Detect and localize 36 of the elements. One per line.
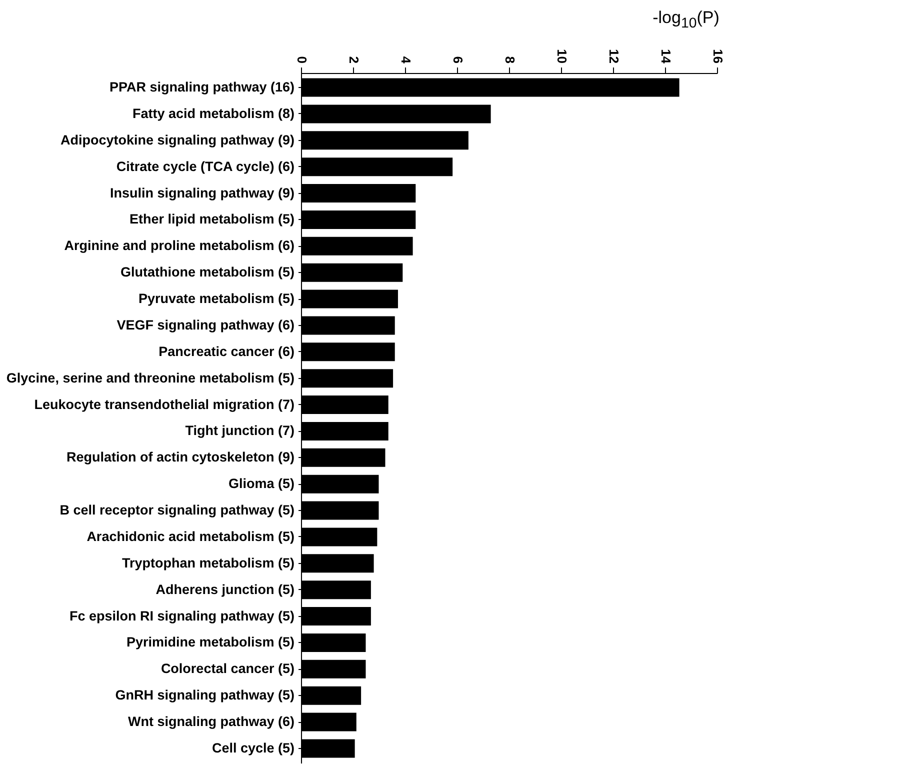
y-tick-label: Arginine and proline metabolism (6) — [64, 238, 294, 254]
y-tick-label: Adipocytokine signaling pathway (9) — [60, 132, 294, 148]
x-tick-label: 16 — [710, 49, 726, 64]
x-tick-label: 4 — [398, 56, 414, 64]
y-tick-label: Glycine, serine and threonine metabolism (5) — [6, 370, 294, 386]
x-tick-label: 0 — [294, 56, 310, 64]
y-tick-label: Glioma (5) — [228, 476, 294, 492]
y-tick-label: Regulation of actin cytoskeleton (9) — [66, 450, 294, 465]
y-tick-label: Insulin signaling pathway (9) — [110, 185, 294, 200]
y-tick-label: Pancreatic cancer (6) — [158, 344, 294, 359]
y-tick-label: GnRH signaling pathway (5) — [115, 688, 294, 703]
x-tick-label: 12 — [606, 49, 622, 64]
y-tick-label: Citrate cycle (TCA cycle) (6) — [116, 158, 294, 174]
y-tick-label: Pyrimidine metabolism (5) — [126, 634, 294, 650]
y-tick-label: Arachidonic acid metabolism (5) — [86, 528, 294, 544]
x-tick-label: 10 — [554, 49, 570, 64]
y-tick-label: Fc epsilon RI signaling pathway (5) — [69, 608, 294, 624]
y-tick-label: B cell receptor signaling pathway (5) — [60, 502, 294, 518]
x-tick-label: 8 — [502, 56, 518, 64]
y-tick-label: Pyruvate metabolism (5) — [138, 291, 294, 306]
y-tick-label: Colorectal cancer (5) — [160, 661, 294, 676]
x-tick-label: 14 — [658, 49, 674, 64]
x-tick-label: 2 — [346, 56, 362, 64]
y-tick-label: Leukocyte transendothelial migration (7) — [34, 396, 294, 412]
x-tick-label: 6 — [450, 56, 466, 64]
x-axis-title: -log$_{10}$(P) — [652, 8, 720, 32]
y-tick-label: Cell cycle (5) — [212, 740, 294, 756]
y-tick-label: Tryptophan metabolism (5) — [122, 555, 294, 570]
y-tick-label: Glutathione metabolism (5) — [120, 264, 294, 280]
y-tick-label: Adherens junction (5) — [156, 582, 294, 597]
y-tick-label: Fatty acid metabolism (8) — [132, 106, 294, 121]
y-tick-label: Tight junction (7) — [185, 423, 294, 438]
y-tick-label: Ether lipid metabolism (5) — [129, 212, 294, 227]
y-tick-label: PPAR signaling pathway (16) — [109, 80, 294, 95]
y-tick-label: VEGF signaling pathway (6) — [116, 317, 294, 332]
y-tick-label: Wnt signaling pathway (6) — [128, 714, 294, 730]
